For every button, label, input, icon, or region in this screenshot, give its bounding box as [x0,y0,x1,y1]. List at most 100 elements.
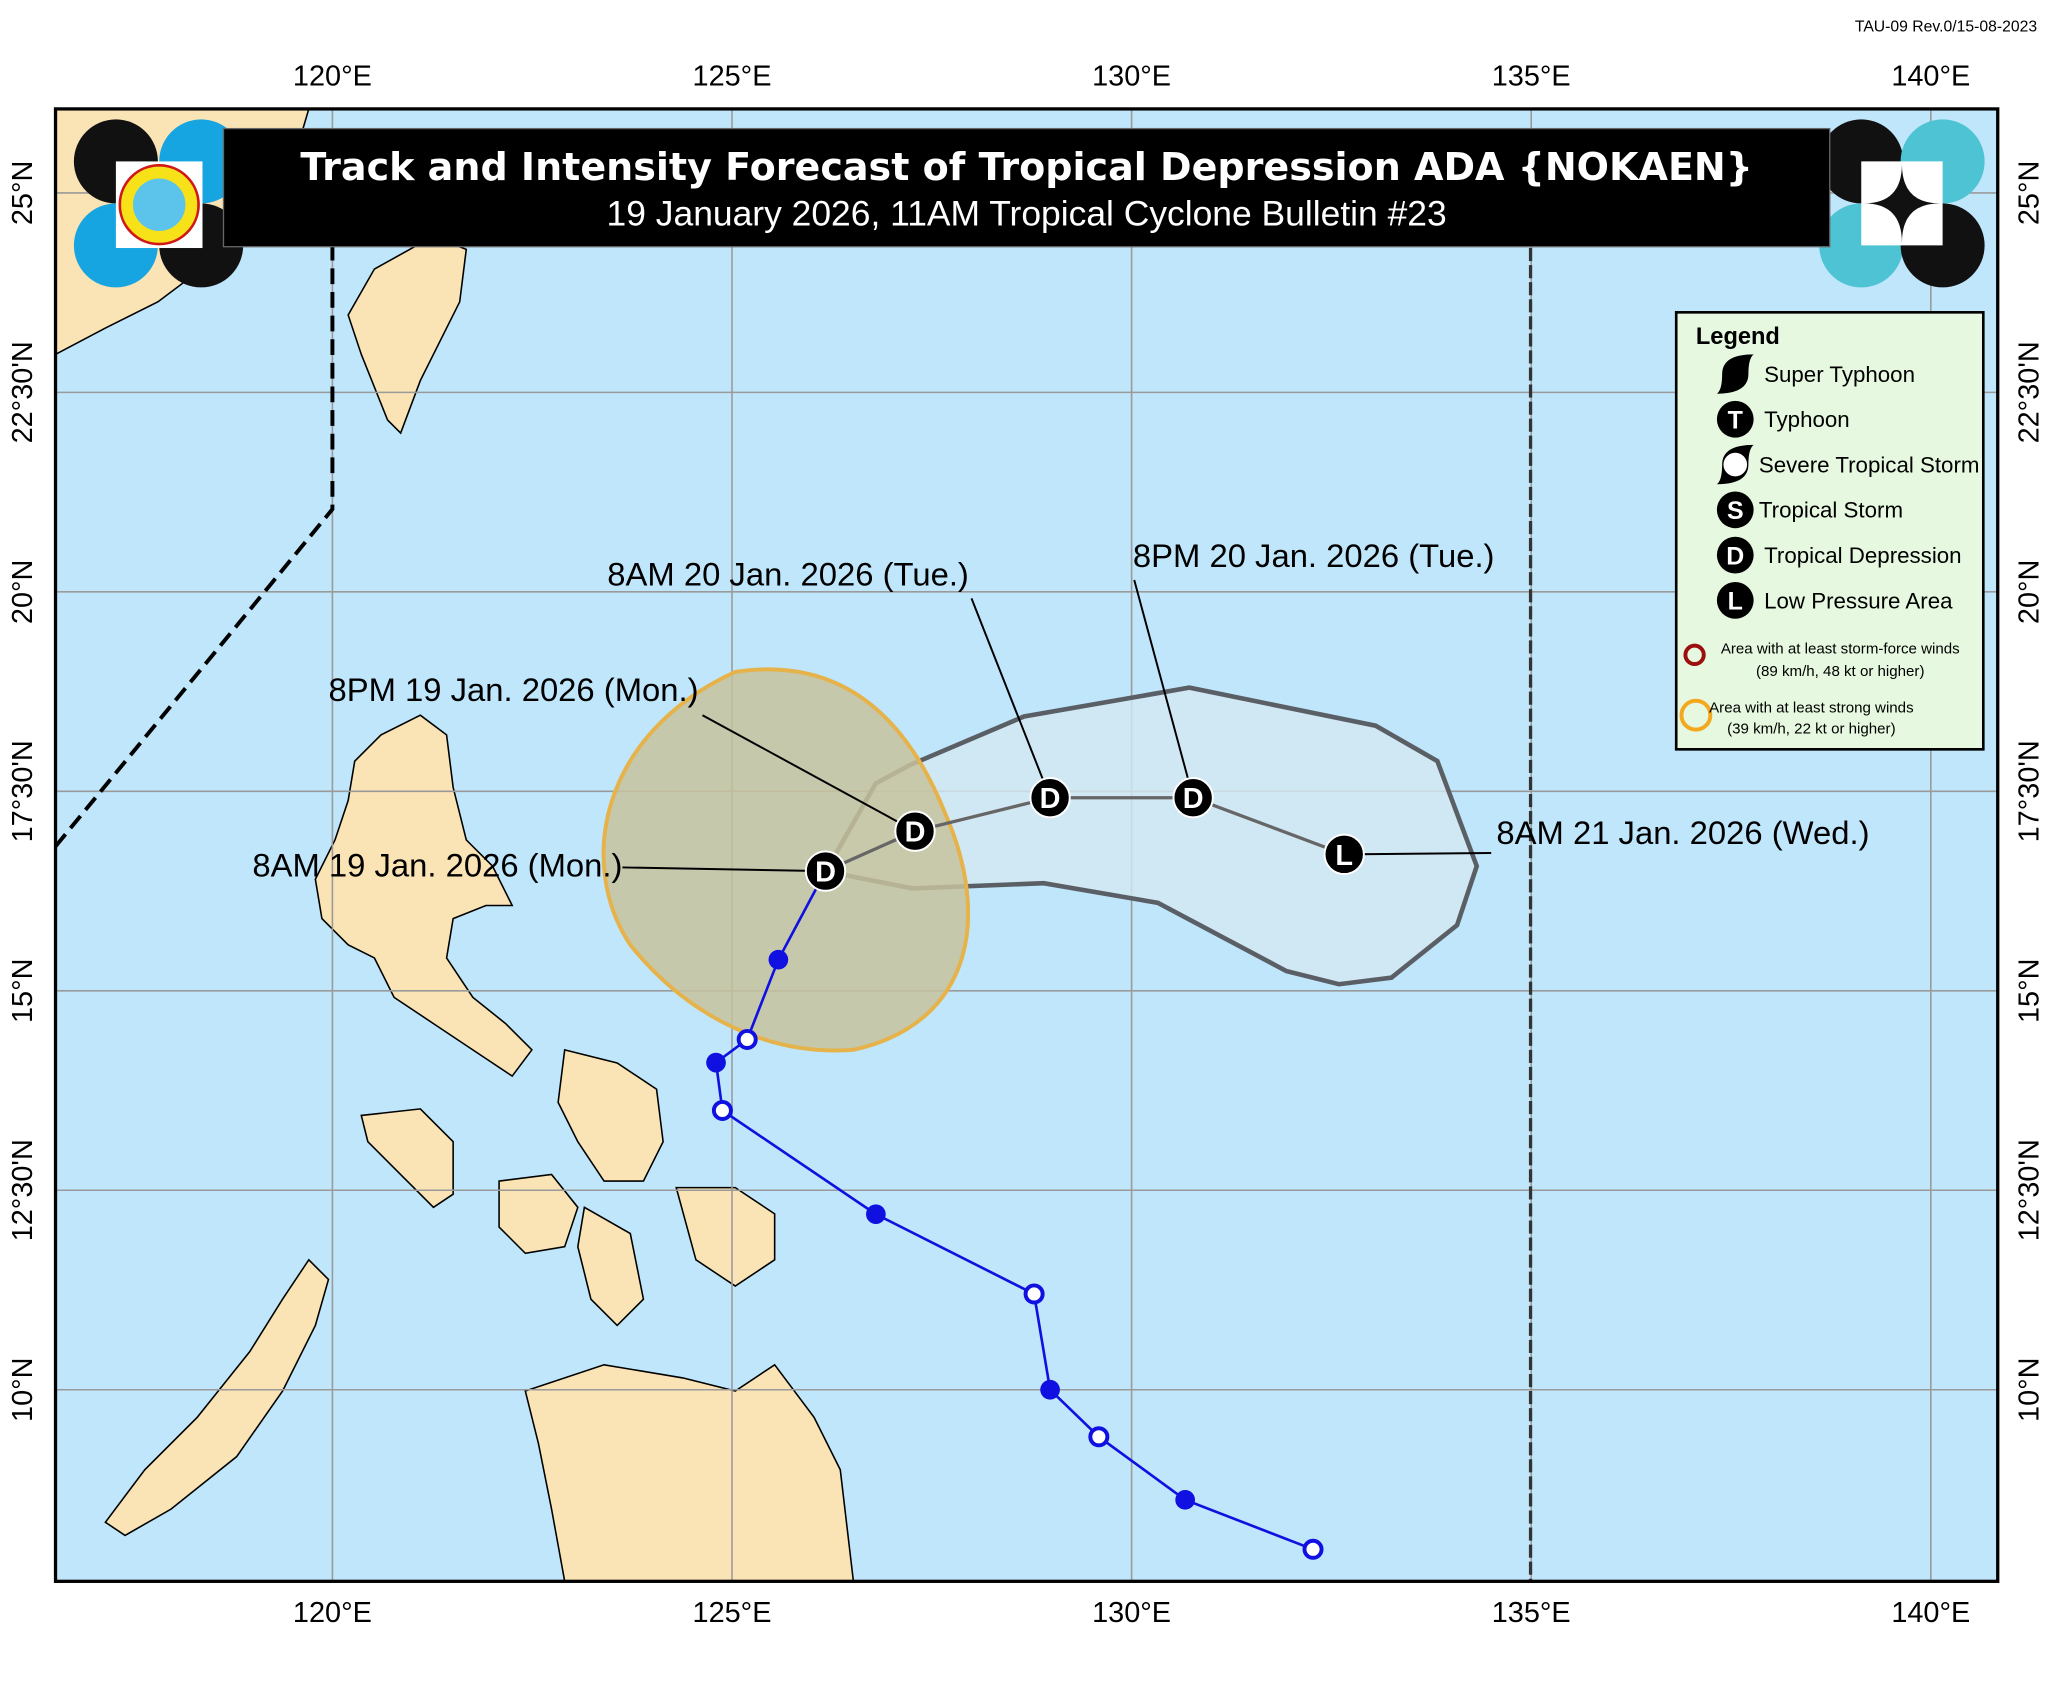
forecast-time-label: 8PM 19 Jan. 2026 (Mon.) [328,671,698,708]
cyclone-symbol-letter: D [1183,783,1204,815]
strong-winds-line1: Area with at least strong winds [1709,700,1914,717]
past-position-filled [706,1052,726,1073]
strong-wind-area [601,667,971,1053]
lat-tick-label: 17°30'N [7,740,39,842]
leader-line [1344,852,1492,856]
legend-label: Tropical Depression [1764,543,1961,568]
legend-symbol-letter: T [1728,406,1743,434]
super-typhoon-icon [1716,354,1754,394]
land-palawan [104,1258,330,1537]
land-taiwan [347,235,468,435]
cyclone-symbol-icon [894,810,936,852]
latitude-ticks-left: 25°N 22°30'N 20°N 17°30'N 15°N 12°30'N 10°N [7,161,39,1422]
legend-symbol-letter: D [1726,542,1744,570]
legend-label: Typhoon [1764,407,1850,432]
past-position-filled [768,949,789,970]
leader-line [622,866,826,873]
legend-item: Severe Tropical Storm [1716,444,1979,485]
cyclone-symbol-icon [1172,777,1214,819]
forecast-track: D D D D L [804,777,1365,892]
lon-tick-label: 130°E [1092,60,1171,92]
cyclone-symbol-letter: L [1335,840,1353,872]
legend-item: D Tropical Depression [1716,536,1962,574]
legend-item: S Tropical Storm [1716,491,1903,529]
lat-tick-label: 12°30'N [2013,1139,2045,1241]
legend-item: T Typhoon [1716,400,1850,438]
forecast-position-D: D [804,850,847,892]
land-luzon [314,714,533,1078]
past-position-open [711,1099,733,1121]
cyclone-symbol-letter: D [905,817,926,849]
legend-item: L Low Pressure Area [1716,582,1953,619]
longitude-ticks-top: 120°E 125°E 130°E 135°E 140°E [293,60,1970,92]
low-pressure-area-icon [1716,582,1754,619]
severe-storm-eye [1723,452,1748,477]
land-mindoro [360,1108,454,1209]
lat-tick-label: 10°N [2013,1357,2045,1421]
lat-tick-label: 20°N [2013,560,2045,624]
latitude-ticks-right: 25°N 22°30'N 20°N 17°30'N 15°N 12°30'N 10°N [2013,161,2045,1422]
cyclone-symbol-letter: D [1040,783,1061,815]
past-position-filled [866,1204,886,1225]
lon-tick-label: 130°E [1092,1597,1171,1629]
legend: Legend Super Typhoon T Typhoon Severe Tropi… [1674,311,1985,751]
forecast-time-label: 8PM 20 Jan. 2026 (Tue.) [1133,537,1495,574]
past-position-open [736,1028,758,1050]
legend-label: Tropical Storm [1759,498,1903,523]
land-mindanao [524,1363,855,1582]
land-panay [498,1173,579,1255]
subtitle: 19 January 2026, 11AM Tropical Cyclone B… [607,194,1447,234]
past-position-filled [1040,1379,1060,1400]
land-negros-cebu [577,1186,776,1327]
storm-force-area-icon [1683,643,1706,666]
cyclone-symbol-icon [1029,777,1071,819]
lat-tick-label: 22°30'N [7,341,39,443]
forecast-time-label: 8AM 21 Jan. 2026 (Wed.) [1496,814,1869,851]
par-boundary-west [55,242,335,848]
typhoon-icon [1716,400,1754,438]
tropical-storm-icon [1716,491,1754,529]
legend-title: Legend [1696,324,1780,350]
lat-tick-label: 17°30'N [2013,740,2045,842]
map-frame [53,107,2000,1583]
tropical-depression-icon [1716,536,1754,574]
forecast-cone [822,685,1480,987]
cyclone-symbol-icon [1323,833,1365,876]
title: Track and Intensity Forecast of Tropical… [300,145,1753,189]
lon-tick-label: 120°E [293,60,372,92]
bagong-pilipinas-logo [1819,119,1985,288]
past-position-open [1088,1426,1110,1448]
past-position-filled [1175,1489,1195,1510]
strong-winds-line2: (39 km/h, 22 kt or higher) [1727,721,1895,738]
cyclone-symbol-letter: D [815,857,836,889]
leader-line [1133,579,1195,798]
storm-force-line2: (89 km/h, 48 kt or higher) [1756,663,1924,680]
leader-line [970,598,1052,799]
longitude-ticks-bottom: 120°E 125°E 130°E 135°E 140°E [293,1597,1970,1629]
past-position-open [1023,1283,1045,1305]
revision-code: TAU-09 Rev.0/15-08-2023 [1855,18,2037,35]
title-banner: Track and Intensity Forecast of Tropical… [222,127,1831,248]
legend-item: Super Typhoon [1716,354,1915,394]
lat-tick-label: 22°30'N [2013,341,2045,443]
lat-tick-label: 15°N [2013,959,2045,1023]
forecast-time-label: 8AM 20 Jan. 2026 (Tue.) [607,555,969,592]
lon-tick-label: 125°E [693,60,772,92]
past-position-open [1302,1538,1324,1560]
storm-force-line1: Area with at least storm-force winds [1721,641,1960,658]
lon-tick-label: 140°E [1891,60,1970,92]
strong-winds-area-icon [1679,698,1713,732]
lat-tick-label: 20°N [7,560,39,624]
lon-tick-label: 135°E [1492,60,1571,92]
lat-tick-label: 25°N [2013,161,2045,225]
forecast-position-D: D [1029,777,1071,819]
legend-label: Low Pressure Area [1764,588,1953,613]
leader-line [702,714,916,833]
lat-tick-label: 10°N [7,1357,39,1421]
lon-tick-label: 135°E [1492,1597,1571,1629]
lon-tick-label: 125°E [693,1597,772,1629]
lon-tick-label: 120°E [293,1597,372,1629]
forecast-position-D: D [1172,777,1214,819]
legend-symbol-letter: L [1728,588,1743,616]
